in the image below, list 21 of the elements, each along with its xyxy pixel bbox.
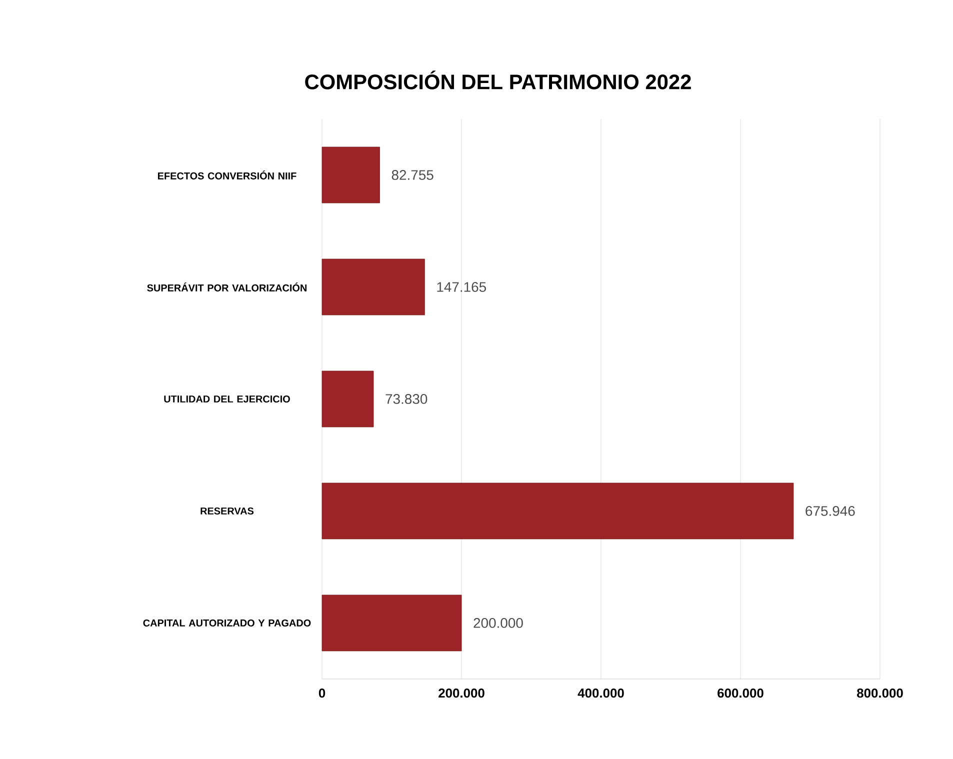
- data-label: 675.946: [806, 506, 855, 516]
- x-tick-label: 0: [318, 688, 326, 698]
- x-tick-label: 400.000: [578, 688, 624, 698]
- data-label: 82.755: [392, 170, 434, 180]
- data-label: 200.000: [474, 618, 523, 628]
- x-tick-label: 200.000: [438, 688, 484, 698]
- y-tick-label: EFECTOS CONVERSIÓN NIIF: [158, 170, 296, 180]
- bar: [322, 370, 374, 428]
- data-label: 73.830: [386, 394, 428, 404]
- x-tick-label: 800.000: [857, 688, 903, 698]
- bar: [322, 146, 380, 204]
- y-tick-label: RESERVAS: [200, 507, 254, 515]
- bar: [322, 594, 462, 652]
- bar: [322, 258, 425, 316]
- y-tick-label: UTILIDAD DEL EJERCICIO: [164, 395, 290, 403]
- chart-title: COMPOSICIÓN DEL PATRIMONIO 2022: [305, 70, 691, 90]
- y-tick-label: CAPITAL AUTORIZADO Y PAGADO: [143, 619, 311, 627]
- x-tick-label: 600.000: [718, 688, 764, 698]
- data-label: 147.165: [437, 282, 486, 292]
- bar: [322, 482, 794, 540]
- y-tick-label: SUPERÁVIT POR VALORIZACIÓN: [147, 282, 306, 292]
